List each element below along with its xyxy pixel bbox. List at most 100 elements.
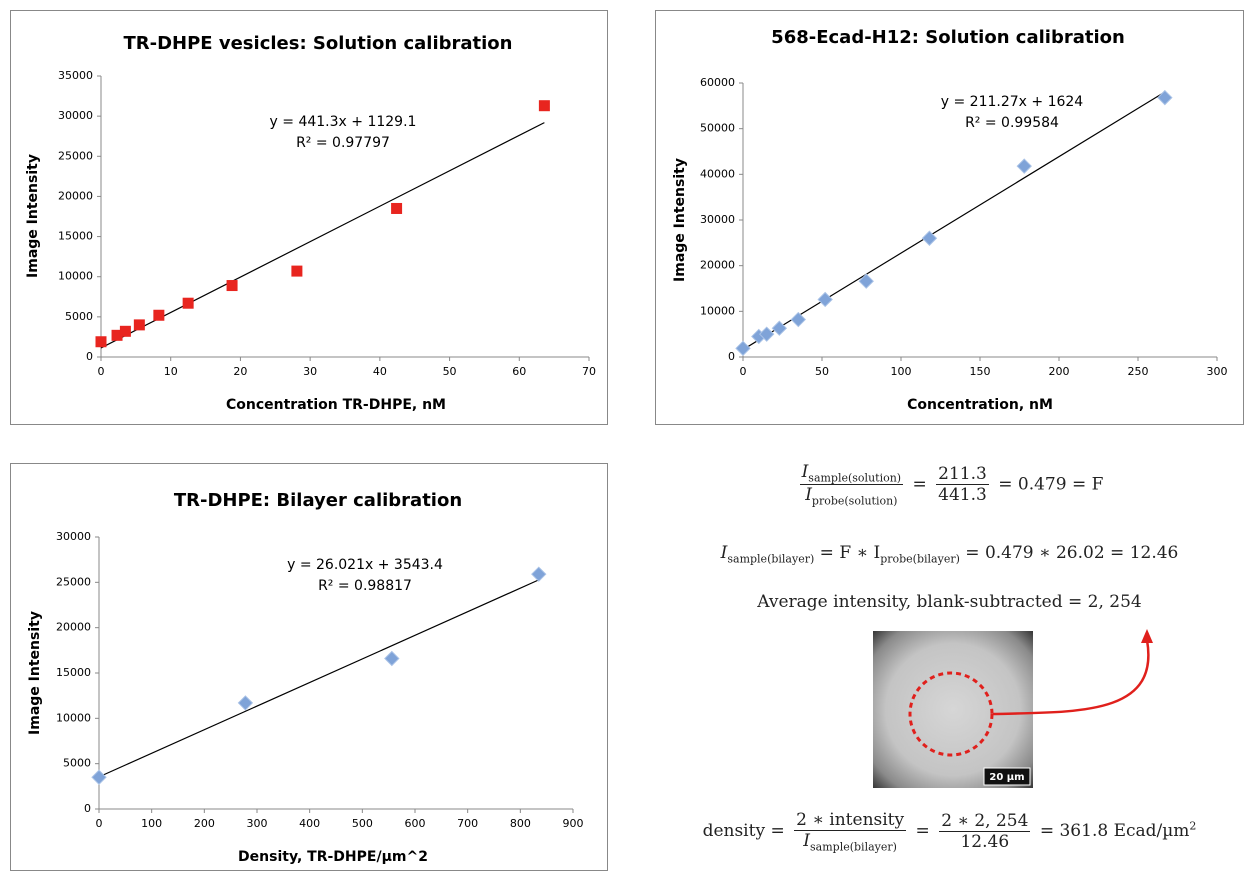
trendline-r2: R² = 0.97797 bbox=[296, 135, 390, 151]
point bbox=[1157, 89, 1173, 106]
x-tick-label: 800 bbox=[510, 817, 531, 830]
y-axis-label: Image Intensity bbox=[672, 158, 688, 282]
x-tick-label: 600 bbox=[405, 817, 426, 830]
point bbox=[237, 695, 254, 711]
arrow bbox=[992, 639, 1150, 716]
point bbox=[538, 100, 550, 112]
trendline bbox=[742, 91, 1166, 351]
point bbox=[182, 297, 194, 309]
x-tick-label: 70 bbox=[582, 365, 596, 378]
y-tick-label: 0 bbox=[86, 350, 93, 363]
equation-3: Average intensity, blank-subtracted = 2,… bbox=[757, 592, 1142, 612]
x-tick-label: 30 bbox=[303, 365, 317, 378]
arrow-head bbox=[1141, 629, 1153, 643]
x-tick-label: 300 bbox=[247, 817, 268, 830]
point bbox=[790, 311, 807, 328]
x-tick-label: 20 bbox=[233, 365, 247, 378]
x-tick-label: 500 bbox=[352, 817, 373, 830]
y-tick-label: 35000 bbox=[58, 69, 93, 82]
y-tick-label: 20000 bbox=[58, 189, 93, 202]
x-tick-label: 900 bbox=[563, 817, 584, 830]
x-tick-label: 700 bbox=[457, 817, 478, 830]
x-tick-label: 150 bbox=[970, 365, 991, 378]
x-tick-label: 200 bbox=[194, 817, 215, 830]
point bbox=[95, 336, 107, 348]
y-tick-label: 20000 bbox=[700, 259, 735, 272]
x-axis-label: Concentration, nM bbox=[907, 397, 1053, 413]
scale-bar-label: 20 µm bbox=[989, 772, 1024, 783]
point bbox=[291, 265, 303, 277]
y-tick-label: 10000 bbox=[700, 304, 735, 317]
trendline-equation: y = 441.3x + 1129.1 bbox=[270, 114, 417, 130]
point bbox=[817, 291, 833, 308]
y-tick-label: 25000 bbox=[58, 149, 93, 162]
chart-title: TR-DHPE: Bilayer calibration bbox=[174, 490, 462, 511]
roi-circle bbox=[908, 671, 994, 757]
point bbox=[531, 566, 547, 582]
x-tick-label: 50 bbox=[443, 365, 457, 378]
point bbox=[735, 340, 751, 357]
chart-frame bbox=[655, 10, 1244, 425]
x-tick-label: 300 bbox=[1207, 365, 1228, 378]
equation-2: Isample(bilayer) = F ∗ Iprobe(bilayer) =… bbox=[720, 543, 1179, 566]
y-tick-label: 25000 bbox=[56, 575, 91, 588]
x-tick-label: 400 bbox=[299, 817, 320, 830]
x-tick-label: 0 bbox=[98, 365, 105, 378]
chart-frame bbox=[10, 10, 608, 425]
point bbox=[771, 320, 788, 336]
y-tick-label: 15000 bbox=[56, 666, 91, 679]
y-tick-label: 10000 bbox=[56, 711, 91, 724]
y-tick-label: 50000 bbox=[700, 122, 735, 135]
y-tick-label: 30000 bbox=[58, 109, 93, 122]
point bbox=[1016, 158, 1032, 174]
chart-title: 568-Ecad-H12: Solution calibration bbox=[771, 27, 1125, 48]
chart-title: TR-DHPE vesicles: Solution calibration bbox=[124, 33, 513, 54]
point bbox=[391, 202, 403, 214]
equation-4: density = 2 ∗ intensity Isample(bilayer) … bbox=[702, 810, 1197, 854]
x-axis-label: Concentration TR-DHPE, nM bbox=[226, 397, 446, 413]
y-tick-label: 30000 bbox=[56, 530, 91, 543]
y-axis-label: Image Intensity bbox=[27, 611, 43, 735]
y-tick-label: 5000 bbox=[65, 310, 93, 323]
trendline-equation: y = 211.27x + 1624 bbox=[941, 94, 1084, 110]
x-tick-label: 40 bbox=[373, 365, 387, 378]
y-tick-label: 0 bbox=[84, 802, 91, 815]
trendline-equation: y = 26.021x + 3543.4 bbox=[287, 557, 443, 573]
point bbox=[384, 650, 400, 667]
x-tick-label: 10 bbox=[164, 365, 178, 378]
point bbox=[119, 325, 131, 337]
micrograph bbox=[873, 631, 1033, 788]
x-tick-label: 60 bbox=[512, 365, 526, 378]
x-tick-label: 0 bbox=[96, 817, 103, 830]
point bbox=[858, 273, 874, 289]
trendline bbox=[100, 122, 545, 349]
trendline bbox=[98, 579, 540, 778]
y-tick-label: 40000 bbox=[700, 167, 735, 180]
trendline-r2: R² = 0.98817 bbox=[318, 578, 412, 594]
y-tick-label: 15000 bbox=[58, 230, 93, 243]
x-axis-label: Density, TR-DHPE/µm^2 bbox=[238, 849, 428, 865]
y-tick-label: 0 bbox=[728, 350, 735, 363]
point bbox=[133, 319, 145, 331]
point bbox=[226, 280, 238, 292]
point bbox=[758, 326, 775, 342]
point bbox=[111, 329, 123, 341]
trendline-r2: R² = 0.99584 bbox=[965, 115, 1059, 131]
scale-bar bbox=[983, 767, 1031, 786]
y-tick-label: 30000 bbox=[700, 213, 735, 226]
point bbox=[921, 230, 938, 246]
x-tick-label: 50 bbox=[815, 365, 829, 378]
x-tick-label: 0 bbox=[740, 365, 747, 378]
y-tick-label: 60000 bbox=[700, 76, 735, 89]
y-tick-label: 10000 bbox=[58, 270, 93, 283]
x-tick-label: 250 bbox=[1128, 365, 1149, 378]
equation-1: Isample(solution) Iprobe(solution) = 211.… bbox=[799, 462, 1104, 508]
y-tick-label: 20000 bbox=[56, 621, 91, 634]
point bbox=[91, 769, 107, 785]
x-tick-label: 200 bbox=[1049, 365, 1070, 378]
y-axis-label: Image Intensity bbox=[25, 154, 41, 278]
x-tick-label: 100 bbox=[891, 365, 912, 378]
x-tick-label: 100 bbox=[141, 817, 162, 830]
